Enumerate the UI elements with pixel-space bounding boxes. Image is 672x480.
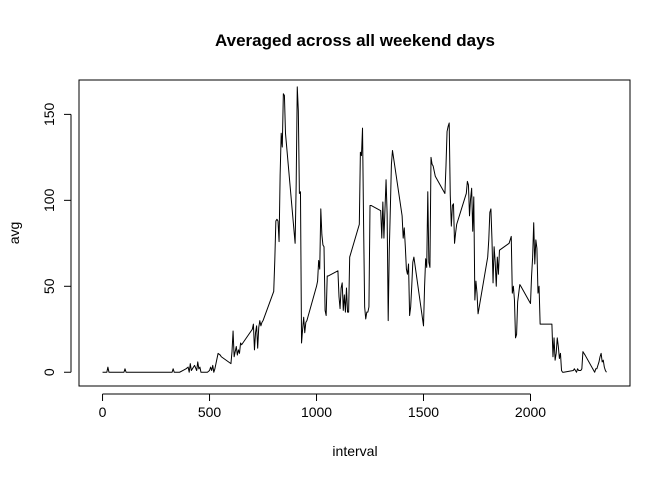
- plot-frame: [78, 79, 631, 387]
- series-line-0: [102, 86, 607, 373]
- x-tick-label: 1000: [301, 404, 332, 420]
- y-axis: 0 50 100 150: [41, 102, 72, 376]
- series-layer: [102, 86, 607, 373]
- x-tick-label: 0: [99, 404, 107, 420]
- x-tick-label: 500: [198, 404, 222, 420]
- y-tick-label: 0: [41, 368, 57, 376]
- x-tick-label: 1500: [408, 404, 439, 420]
- x-axis-label: interval: [332, 443, 377, 459]
- chart-title: Averaged across all weekend days: [215, 31, 495, 50]
- x-axis: 0 500 1000 1500 2000: [99, 393, 546, 420]
- y-axis-label: avg: [6, 222, 22, 245]
- x-tick-label: 2000: [515, 404, 546, 420]
- y-tick-label: 100: [41, 188, 57, 212]
- y-tick-label: 150: [41, 102, 57, 126]
- y-tick-label: 50: [41, 278, 57, 294]
